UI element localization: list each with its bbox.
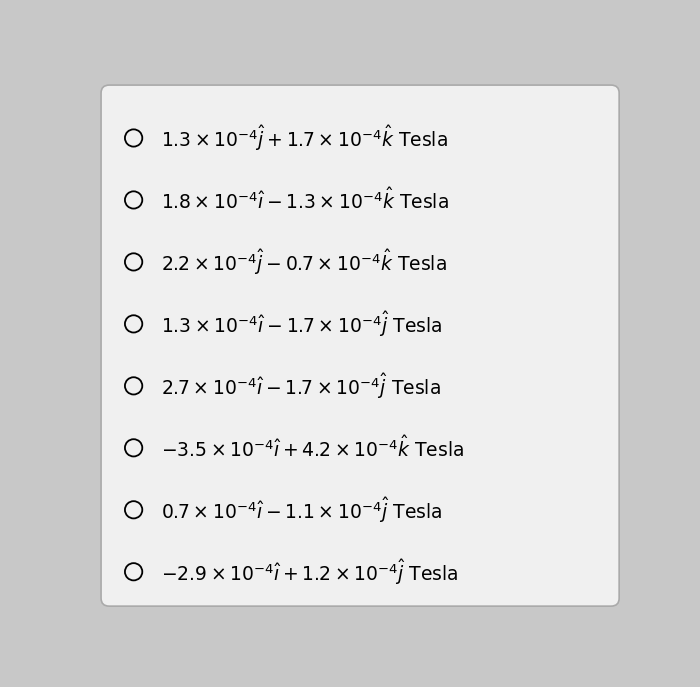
Text: $-3.5 \times 10^{-4}\hat{\imath} + 4.2 \times 10^{-4}\hat{k}\ \mathrm{Tesla}$: $-3.5 \times 10^{-4}\hat{\imath} + 4.2 \… xyxy=(161,435,464,461)
Text: $1.3 \times 10^{-4}\hat{j} + 1.7 \times 10^{-4}\hat{k}\ \mathrm{Tesla}$: $1.3 \times 10^{-4}\hat{j} + 1.7 \times … xyxy=(161,123,448,153)
Text: $1.3 \times 10^{-4}\hat{\imath} - 1.7 \times 10^{-4}\hat{j}\ \mathrm{Tesla}$: $1.3 \times 10^{-4}\hat{\imath} - 1.7 \t… xyxy=(161,309,442,339)
Text: $2.2 \times 10^{-4}\hat{j} - 0.7 \times 10^{-4}\hat{k}\ \mathrm{Tesla}$: $2.2 \times 10^{-4}\hat{j} - 0.7 \times … xyxy=(161,247,447,277)
Text: $-2.9 \times 10^{-4}\hat{\imath} + 1.2 \times 10^{-4}\hat{j}\ \mathrm{Tesla}$: $-2.9 \times 10^{-4}\hat{\imath} + 1.2 \… xyxy=(161,557,459,587)
Text: $1.8 \times 10^{-4}\hat{\imath} - 1.3 \times 10^{-4}\hat{k}\ \mathrm{Tesla}$: $1.8 \times 10^{-4}\hat{\imath} - 1.3 \t… xyxy=(161,187,449,213)
Text: $2.7 \times 10^{-4}\hat{\imath} - 1.7 \times 10^{-4}\hat{j}\ \mathrm{Tesla}$: $2.7 \times 10^{-4}\hat{\imath} - 1.7 \t… xyxy=(161,371,440,401)
FancyBboxPatch shape xyxy=(101,85,620,606)
Text: $0.7 \times 10^{-4}\hat{\imath} - 1.1 \times 10^{-4}\hat{j}\ \mathrm{Tesla}$: $0.7 \times 10^{-4}\hat{\imath} - 1.1 \t… xyxy=(161,495,442,525)
